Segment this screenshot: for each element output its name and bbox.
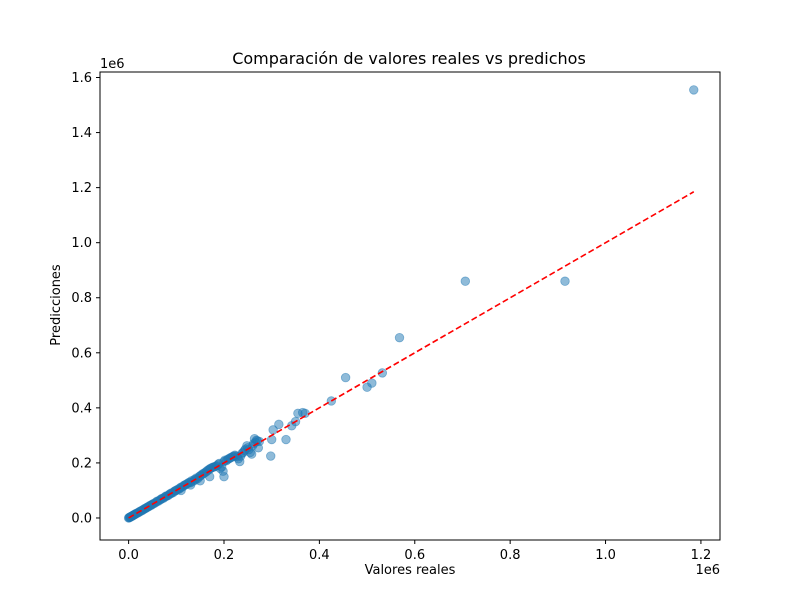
- scatter-point: [219, 471, 229, 482]
- x-tick-label: 1.2: [691, 548, 712, 563]
- y-tick-label: 0.6: [71, 346, 92, 361]
- scatter-point: [195, 476, 205, 486]
- scatter-point: [560, 276, 570, 286]
- y-axis-label: Predicciones: [49, 264, 64, 346]
- x-axis-ticks: 0.0 0.2 0.4 0.6 0.8 1.0 1.2: [118, 540, 711, 563]
- y-tick-label: 0.8: [71, 291, 92, 306]
- y-offset-label: 1e6: [100, 57, 125, 72]
- scatter-point: [281, 434, 291, 445]
- reference-line: [128, 191, 695, 519]
- y-tick-label: 1.4: [71, 126, 92, 141]
- y-tick-label: 1.2: [71, 181, 92, 196]
- y-axis-ticks: 0.0 0.2 0.4 0.6 0.8 1.0 1.2 1.4 1.6: [71, 71, 100, 526]
- scatter-point: [185, 480, 196, 490]
- x-tick-label: 1.0: [595, 548, 616, 563]
- chart-title: Comparación de valores reales vs predich…: [232, 49, 586, 68]
- scatter-point: [246, 449, 257, 459]
- x-axis-label: Valores reales: [365, 563, 456, 578]
- x-tick-label: 0.0: [118, 548, 139, 563]
- scatter-point: [460, 276, 471, 286]
- scatter-point: [176, 485, 186, 496]
- x-offset-label: 1e6: [695, 563, 720, 578]
- scatter-point: [274, 419, 284, 430]
- x-tick-label: 0.2: [214, 548, 235, 563]
- scatter-point: [394, 332, 405, 343]
- scatter-point: [689, 85, 699, 95]
- scatter-point: [367, 378, 377, 388]
- x-tick-label: 0.6: [404, 548, 425, 563]
- scatter-point: [340, 372, 351, 383]
- y-tick-label: 0.2: [71, 456, 92, 471]
- y-tick-label: 0.0: [71, 511, 92, 526]
- y-tick-label: 1.0: [71, 236, 92, 251]
- x-tick-label: 0.8: [500, 548, 521, 563]
- y-tick-label: 1.6: [71, 71, 92, 86]
- axes-frame: [99, 71, 721, 541]
- scatter-point: [266, 451, 276, 461]
- scatter-point: [204, 471, 215, 482]
- y-tick-label: 0.4: [71, 401, 92, 416]
- x-tick-label: 0.4: [309, 548, 330, 563]
- scatter-point: [377, 368, 388, 378]
- scatter-points: [123, 85, 699, 523]
